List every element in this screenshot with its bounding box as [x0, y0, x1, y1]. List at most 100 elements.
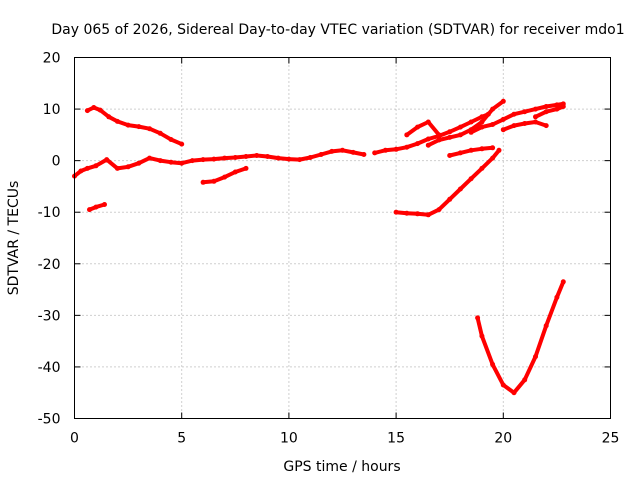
sdtvar-point	[511, 111, 517, 117]
sdtvar-point	[468, 129, 474, 135]
sdtvar-point	[543, 109, 549, 115]
sdtvar-point	[136, 124, 142, 130]
x-tick-label: 5	[177, 431, 186, 447]
sdtvar-point	[404, 132, 410, 138]
sdtvar-point	[125, 164, 131, 170]
sdtvar-point	[87, 207, 92, 213]
sdtvar-point	[91, 105, 97, 110]
sdtvar-point	[211, 156, 217, 162]
sdtvar-point	[447, 153, 453, 158]
sdtvar-point	[243, 154, 249, 159]
sdtvar-point	[84, 165, 90, 171]
sdtvar-point	[560, 279, 566, 285]
sdtvar-point	[479, 146, 485, 152]
y-tick-label: -40	[38, 360, 61, 376]
sdtvar-point	[125, 122, 131, 128]
sdtvar-point	[490, 361, 496, 367]
sdtvar-point	[436, 207, 442, 213]
sdtvar-point	[447, 196, 453, 202]
sdtvar-point	[232, 169, 238, 175]
sdtvar-point	[522, 109, 528, 115]
x-tick-label: 0	[70, 431, 79, 447]
y-tick-label: -50	[38, 412, 61, 428]
sdtvar-point	[84, 108, 90, 114]
sdtvar-point	[490, 155, 496, 161]
sdtvar-series-line	[85, 105, 184, 147]
sdtvar-point	[500, 98, 506, 104]
sdtvar-point	[318, 152, 324, 157]
y-tick-label: 20	[43, 51, 61, 67]
sdtvar-point	[457, 124, 463, 130]
sdtvar-point	[393, 146, 399, 152]
sdtvar-point	[136, 160, 142, 166]
y-axis-label: SDTVAR / TECUs	[6, 181, 22, 296]
sdtvar-point	[554, 294, 560, 300]
sdtvar-series-line	[394, 148, 501, 217]
sdtvar-point	[78, 168, 84, 174]
y-tick-label: 0	[52, 154, 61, 170]
sdtvar-point	[200, 157, 206, 163]
sdtvar-point	[533, 114, 538, 120]
sdtvar-point	[189, 158, 195, 164]
sdtvar-point	[97, 107, 103, 113]
sdtvar-series-line	[404, 120, 441, 137]
sdtvar-point	[533, 119, 538, 125]
sdtvar-point	[179, 141, 185, 147]
x-tick-label: 15	[387, 431, 405, 447]
y-tick-label: 10	[43, 102, 61, 118]
y-tick-label: -30	[38, 308, 61, 324]
sdtvar-point	[415, 141, 420, 147]
sdtvar-point	[447, 134, 453, 140]
sdtvar-series-line	[475, 279, 566, 395]
sdtvar-point	[157, 130, 163, 136]
sdtvar-point	[522, 377, 528, 383]
sdtvar-point	[554, 102, 560, 108]
sdtvar-point	[254, 153, 260, 158]
sdtvar-point	[106, 114, 112, 120]
x-axis-label: GPS time / hours	[283, 459, 400, 475]
sdtvar-point	[468, 119, 474, 125]
x-tick-label: 20	[494, 431, 512, 447]
sdtvar-point	[533, 106, 538, 112]
data-series	[72, 98, 566, 396]
sdtvar-point	[425, 136, 431, 142]
sdtvar-point	[114, 118, 120, 124]
sdtvar-point	[415, 211, 420, 217]
sdtvar-point	[114, 165, 120, 171]
sdtvar-point	[490, 122, 496, 127]
sdtvar-series-line	[533, 104, 566, 119]
sdtvar-point	[286, 156, 292, 162]
sdtvar-point	[102, 202, 107, 207]
sdtvar-point	[533, 354, 538, 360]
sdtvar-point	[340, 147, 345, 153]
sdtvar-point	[425, 142, 431, 148]
sdtvar-point	[425, 119, 431, 125]
sdtvar-point	[147, 155, 152, 161]
sdtvar-point	[168, 137, 174, 142]
y-tick-label: -20	[38, 257, 61, 273]
sdtvar-point	[554, 106, 560, 112]
sdtvar-point	[479, 333, 485, 339]
sdtvar-point	[468, 147, 474, 153]
sdtvar-point	[457, 132, 463, 138]
sdtvar-point	[457, 186, 463, 192]
sdtvar-point	[436, 137, 442, 143]
sdtvar-point	[147, 126, 152, 132]
sdtvar-point	[382, 147, 388, 153]
sdtvar-point	[479, 165, 485, 171]
sdtvar-point	[393, 209, 399, 215]
sdtvar-point	[232, 155, 238, 160]
sdtvar-point	[297, 157, 303, 163]
plot-frame	[74, 57, 611, 419]
sdtvar-point	[329, 148, 335, 154]
x-tick-label: 25	[602, 431, 620, 447]
y-tick-label: -10	[38, 205, 61, 221]
sdtvar-point	[543, 123, 549, 129]
sdtvar-series-line	[469, 101, 566, 135]
sdtvar-point	[500, 116, 506, 122]
sdtvar-point	[265, 154, 270, 159]
sdtvar-point	[350, 149, 356, 155]
sdtvar-point	[457, 150, 463, 156]
sdtvar-point	[93, 204, 99, 210]
